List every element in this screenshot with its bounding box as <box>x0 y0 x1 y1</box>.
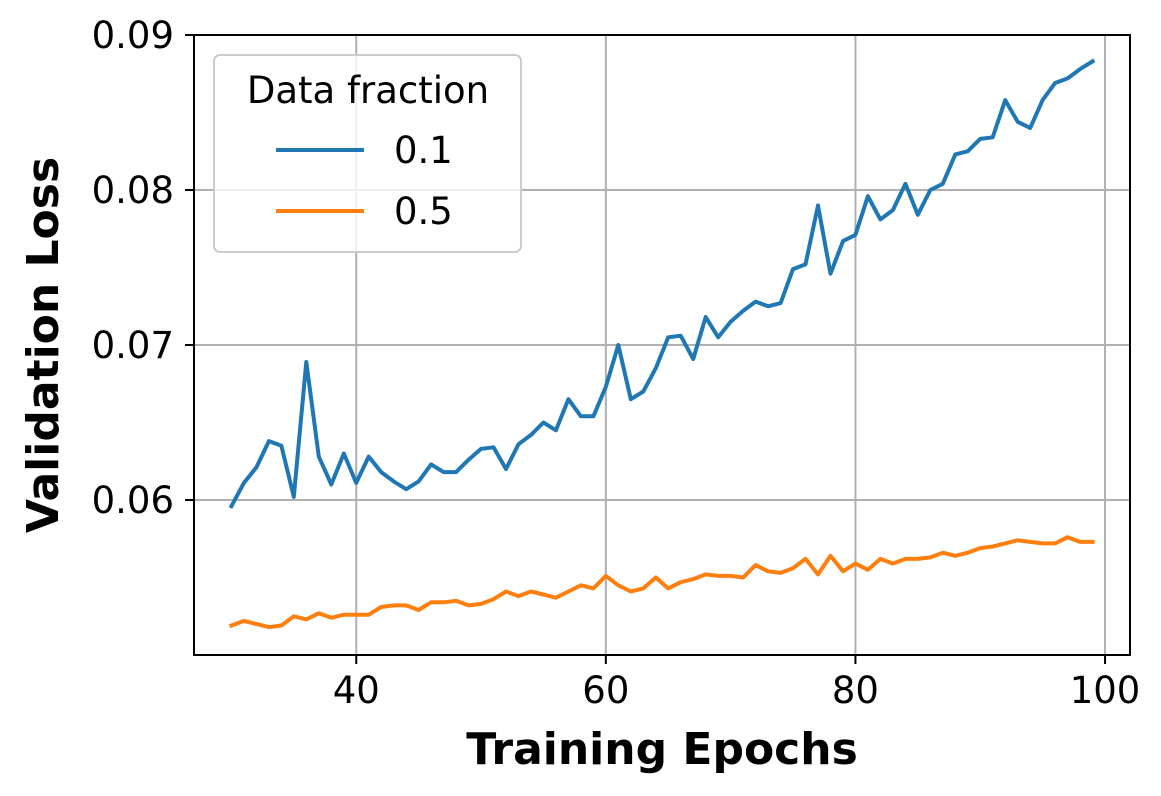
plot-series <box>228 58 1096 630</box>
legend-label-0-1: 0.1 <box>394 129 453 172</box>
y-tick-label: 0.07 <box>92 324 174 367</box>
x-tick-label: 60 <box>582 669 629 712</box>
y-tick-label: 0.09 <box>92 14 174 57</box>
legend-label-0-5: 0.5 <box>394 190 453 233</box>
x-tick-label: 100 <box>1070 669 1141 712</box>
legend: Data fraction 0.1 0.5 <box>213 54 522 253</box>
x-tick-label: 80 <box>832 669 879 712</box>
y-tick-label: 0.06 <box>92 479 174 522</box>
axis-ticks: 40 60 80 100 0.06 0.07 0.08 0.09 <box>92 14 1141 712</box>
legend-box <box>213 54 522 253</box>
series-line-0-5 <box>228 535 1095 630</box>
y-axis-title: Validation Loss <box>18 157 69 533</box>
x-tick-label: 40 <box>333 669 380 712</box>
x-axis-title: Training Epochs <box>466 724 858 775</box>
series-line-0-1 <box>228 58 1096 509</box>
legend-title: Data fraction <box>247 69 489 112</box>
y-tick-label: 0.08 <box>92 169 174 212</box>
